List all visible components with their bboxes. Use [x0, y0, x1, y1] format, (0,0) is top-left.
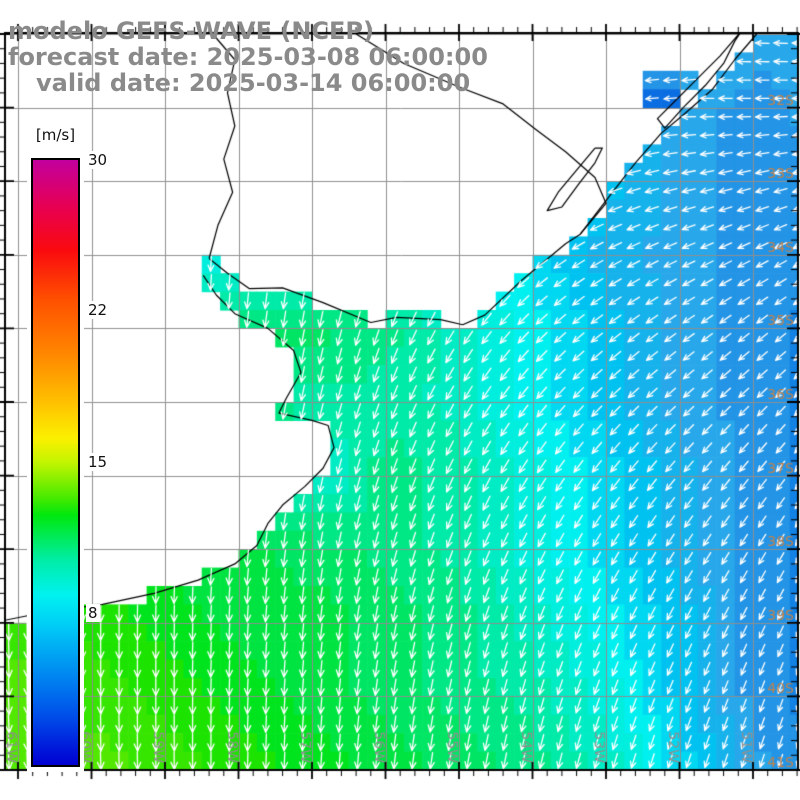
- colorbar-tick-label: 22: [86, 301, 110, 320]
- colorbar-tick-label: 15: [86, 452, 110, 471]
- colorbar-gradient: [31, 158, 80, 767]
- colorbar: [m/s]: [27, 124, 84, 772]
- colorbar-unit-label: [m/s]: [35, 126, 76, 144]
- colorbar-tick-label: 30: [86, 151, 110, 169]
- colorbar-tick-label: 8: [86, 604, 100, 623]
